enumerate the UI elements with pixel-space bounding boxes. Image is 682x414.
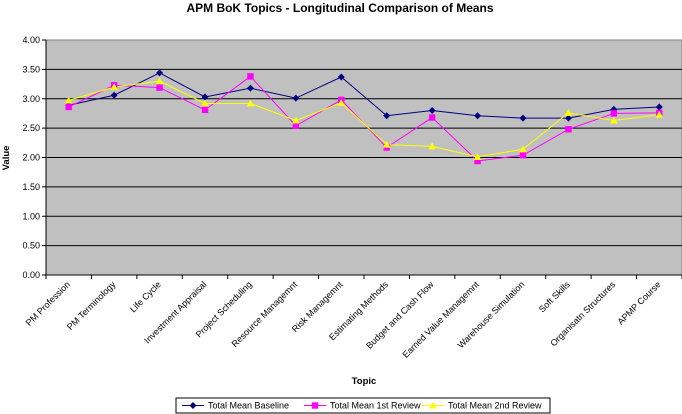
plot-area: 0.00 0.50 1.00 1.50 2.00 2.50 3.00 3.50 4.00 PM P…	[22, 35, 682, 360]
data-point-series-3	[610, 116, 618, 124]
data-point-series-2	[65, 103, 72, 111]
data-point-series-3	[655, 110, 664, 118]
x-tick-label: PM Profession	[24, 279, 72, 327]
data-point-series-3	[155, 77, 164, 85]
data-point-series-1	[337, 73, 345, 81]
data-point-series-1	[564, 114, 572, 122]
data-point-series-2	[156, 84, 163, 91]
legend-label: Total Mean 1st Review	[330, 401, 421, 411]
legend: Total Mean Baseline Total Mean 1st Review…	[175, 397, 551, 414]
data-point-series-1	[519, 114, 527, 122]
data-point-series-1	[383, 112, 391, 120]
data-point-series-1	[201, 93, 209, 101]
data-point-series-3	[201, 99, 209, 107]
data-point-series-1	[110, 91, 118, 99]
y-tick-label: 2.50	[22, 123, 40, 133]
data-point-series-3	[428, 142, 436, 150]
data-point-series-3	[64, 96, 73, 104]
x-tick-label: APMP Course	[615, 279, 662, 326]
y-tick-label: 4.00	[22, 35, 40, 45]
data-point-series-1	[156, 69, 164, 77]
y-tick-label: 3.00	[22, 94, 40, 104]
data-point-series-2	[610, 110, 618, 117]
data-point-series-3	[564, 109, 573, 116]
legend-box	[175, 397, 551, 414]
x-tick-label: Life Cycle	[128, 279, 163, 314]
y-tick-label: 0.00	[22, 270, 40, 280]
data-point-series-3	[246, 99, 255, 107]
y-tick-label: 1.00	[22, 211, 40, 221]
data-point-series-1	[292, 94, 300, 102]
legend-marker	[429, 401, 437, 409]
data-point-series-2	[292, 122, 300, 129]
data-point-series-1	[474, 112, 482, 120]
series-line-1	[68, 72, 660, 119]
data-point-series-3	[292, 116, 300, 124]
data-point-series-1	[655, 103, 663, 111]
y-tick-label: 2.00	[22, 153, 40, 163]
data-point-series-2	[519, 151, 527, 159]
data-point-series-3	[110, 83, 118, 91]
x-tick-label: Earned Value Managemnt	[400, 279, 481, 360]
x-tick-label: PM Terminology	[65, 279, 118, 332]
data-point-series-2	[428, 114, 436, 121]
data-point-series-3	[382, 140, 391, 148]
legend-label: Total Mean Baseline	[208, 401, 289, 411]
x-tick-label: Soft Skills	[537, 279, 572, 314]
chart-title: APM BoK Topics - Longitudinal Comparison…	[186, 1, 493, 15]
legend-label: Total Mean 2nd Review	[448, 401, 542, 411]
data-point-series-3	[519, 145, 527, 153]
x-axis-title: Topic	[352, 376, 377, 387]
data-point-series-2	[474, 157, 481, 165]
data-point-series-1	[428, 107, 436, 114]
data-point-series-3	[337, 99, 346, 106]
data-point-series-2	[247, 73, 254, 80]
data-point-series-2	[565, 126, 572, 133]
legend-marker	[189, 402, 197, 409]
legend-marker	[311, 402, 319, 409]
y-tick-label: 1.50	[22, 182, 40, 192]
data-point-series-3	[473, 153, 482, 160]
data-point-series-1	[246, 84, 254, 92]
series-line-3	[68, 80, 660, 158]
y-tick-label: 0.50	[22, 241, 40, 251]
y-tick-label: 3.50	[22, 64, 40, 74]
data-point-series-2	[201, 106, 209, 114]
y-axis-title: Value	[1, 146, 12, 171]
